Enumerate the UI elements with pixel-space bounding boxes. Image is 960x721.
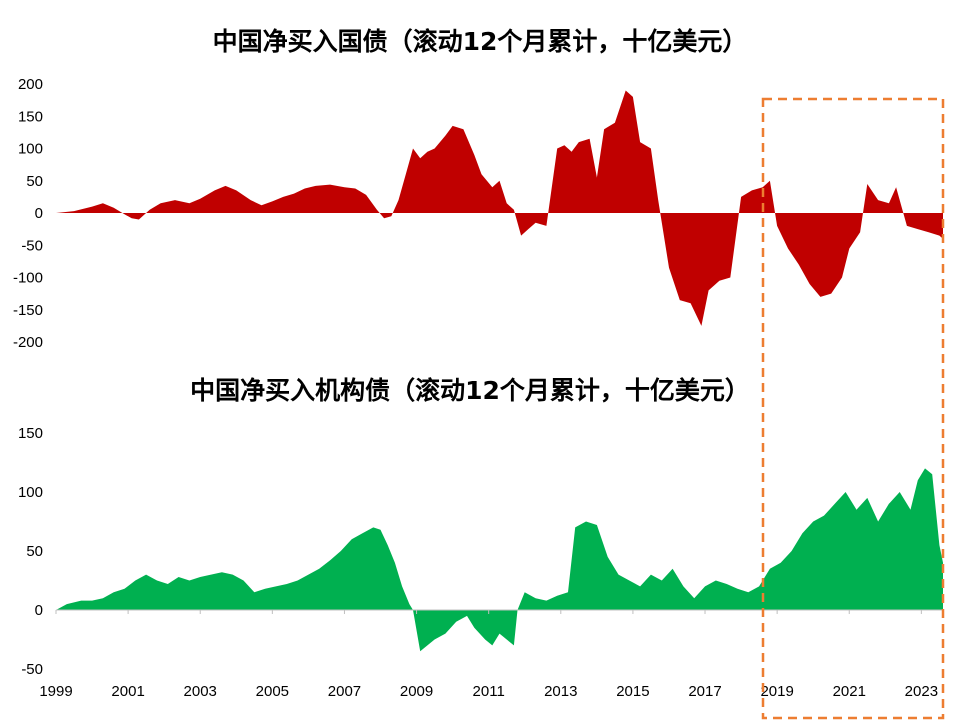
top-y-tick-label: 150	[18, 108, 43, 125]
bottom-x-tick-label: 2017	[688, 683, 721, 700]
bottom-x-tick-label: 2009	[400, 683, 433, 700]
bottom-x-tick-label: 2013	[544, 683, 577, 700]
bottom-chart: 中国净买入机构债（滚动12个月累计，十亿美元） 150 100 50 0 -50 199…	[18, 376, 943, 700]
top-area-series	[56, 90, 943, 326]
bottom-x-axis-ticks: 1999 2001 2003 2005 2007 2009 2011 2013 2015 2017…	[39, 610, 938, 700]
bottom-y-tick-label: 50	[26, 543, 43, 560]
bottom-area-series	[56, 468, 943, 652]
bottom-x-tick-label: 2001	[111, 683, 144, 700]
top-chart-title: 中国净买入国债（滚动12个月累计，十亿美元）	[213, 27, 748, 56]
top-y-tick-label: 50	[26, 173, 43, 190]
bottom-y-tick-label: 0	[35, 602, 43, 619]
top-y-tick-label: 200	[18, 76, 43, 93]
top-y-tick-label: -50	[21, 237, 43, 254]
highlight-box	[761, 97, 945, 720]
bottom-chart-title: 中国净买入机构债（滚动12个月累计，十亿美元）	[190, 376, 750, 405]
top-y-tick-label: -100	[13, 270, 43, 287]
bottom-y-axis-ticks: 150 100 50 0 -50	[18, 425, 43, 678]
bottom-x-tick-label: 2023	[905, 683, 938, 700]
bottom-y-tick-label: 150	[18, 425, 43, 442]
bottom-x-tick-label: 2003	[184, 683, 217, 700]
top-y-axis-ticks: 200 150 100 50 0 -50 -100 -150 -200	[13, 76, 43, 351]
top-y-tick-label: -150	[13, 302, 43, 319]
bottom-x-tick-label: 2021	[833, 683, 866, 700]
top-y-tick-label: -200	[13, 334, 43, 351]
bottom-x-tick-label: 1999	[39, 683, 72, 700]
bottom-x-tick-label: 2005	[256, 683, 289, 700]
bottom-y-tick-label: -50	[21, 661, 43, 678]
bottom-x-tick-label: 2015	[616, 683, 649, 700]
bottom-x-tick-label: 2007	[328, 683, 361, 700]
top-chart: 中国净买入国债（滚动12个月累计，十亿美元） 200 150 100 50 0 -50 -1…	[13, 27, 943, 351]
bottom-y-tick-label: 100	[18, 484, 43, 501]
top-y-tick-label: 0	[35, 205, 43, 222]
bottom-x-tick-label: 2011	[473, 683, 505, 700]
bottom-x-tick-label: 2019	[760, 683, 793, 700]
top-y-tick-label: 100	[18, 141, 43, 158]
